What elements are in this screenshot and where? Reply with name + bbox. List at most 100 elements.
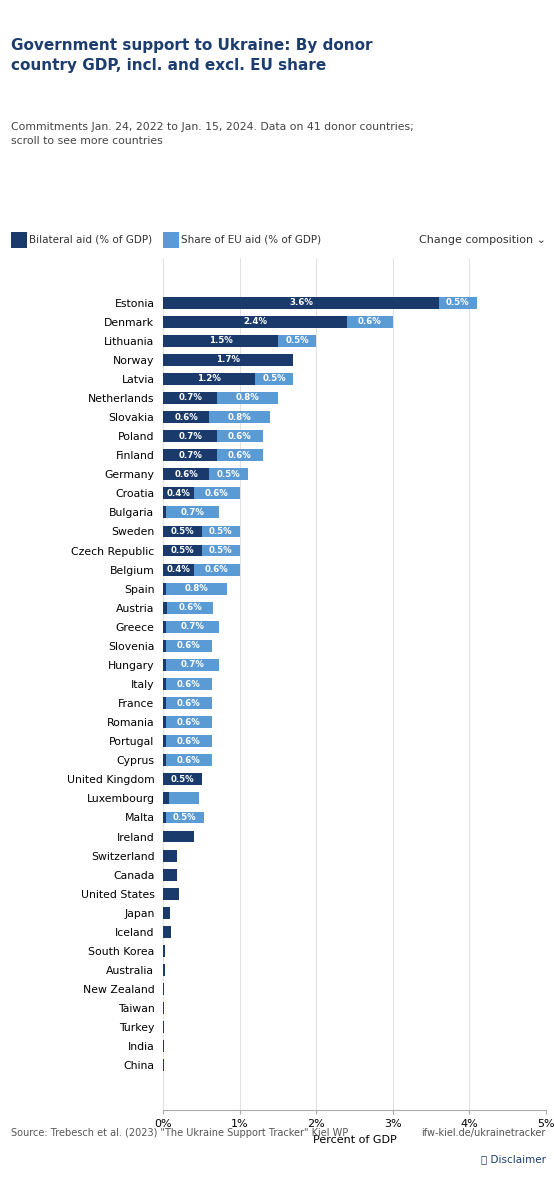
Bar [166,583,227,594]
Bar [166,755,212,766]
Text: 0.8%: 0.8% [235,394,259,402]
Text: 0.5%: 0.5% [446,298,470,307]
Text: 0.8%: 0.8% [228,413,252,421]
Bar [163,354,294,366]
Bar [163,716,166,728]
Text: 0.8%: 0.8% [184,584,208,593]
Bar [163,602,167,613]
Bar [163,545,202,557]
Bar [217,431,263,442]
Text: 0.6%: 0.6% [177,679,201,689]
Text: 3.6%: 3.6% [289,298,313,307]
Text: 0.7%: 0.7% [181,660,204,670]
Text: ifw-kiel.de/ukrainetracker: ifw-kiel.de/ukrainetracker [421,1128,546,1138]
Bar [163,431,217,442]
Text: 0.6%: 0.6% [175,469,198,479]
Text: 0.6%: 0.6% [228,432,252,440]
Text: 0.6%: 0.6% [177,718,201,727]
Text: 0.6%: 0.6% [358,317,382,326]
Bar [163,640,166,652]
Bar [347,316,393,328]
Text: Change composition ⌄: Change composition ⌄ [419,235,546,245]
Bar [163,926,171,937]
X-axis label: Percent of GDP: Percent of GDP [312,1134,397,1145]
Bar [166,640,212,652]
Text: 1.2%: 1.2% [197,374,221,384]
Bar [167,602,213,613]
Text: 0.7%: 0.7% [181,508,204,517]
Text: 1.5%: 1.5% [209,336,233,346]
Text: 0.6%: 0.6% [177,737,201,745]
Bar [163,830,194,842]
Bar [217,449,263,461]
Bar [278,335,316,347]
Bar [166,506,219,518]
Bar [163,869,177,881]
Text: 2.4%: 2.4% [243,317,267,326]
Text: 0.6%: 0.6% [228,451,252,460]
Bar [166,716,212,728]
Bar [209,412,270,422]
Text: 1.7%: 1.7% [217,355,240,365]
Text: 0.4%: 0.4% [167,565,191,574]
Text: Share of EU aid (% of GDP): Share of EU aid (% of GDP) [181,235,321,245]
Bar [163,946,165,956]
Bar [163,449,217,461]
Bar [163,736,166,748]
Text: 0.5%: 0.5% [173,812,197,822]
Bar [163,678,166,690]
Text: 0.5%: 0.5% [217,469,240,479]
Bar [163,564,194,576]
Text: 0.6%: 0.6% [177,698,201,708]
Bar [202,526,240,538]
Text: Government support to Ukraine: By donor
country GDP, incl. and excl. EU share: Government support to Ukraine: By donor … [11,38,373,72]
Bar [169,792,199,804]
Bar [163,755,166,766]
Bar [439,296,477,308]
Bar [166,736,212,748]
Bar [166,811,204,823]
Text: 0.7%: 0.7% [178,451,202,460]
Bar [163,964,165,976]
Text: 0.5%: 0.5% [209,527,233,536]
Text: Commitments Jan. 24, 2022 to Jan. 15, 2024. Data on 41 donor countries;
scroll t: Commitments Jan. 24, 2022 to Jan. 15, 20… [11,122,414,145]
Bar [255,373,294,385]
Bar [163,774,202,785]
Text: 0.5%: 0.5% [263,374,286,384]
Text: 0.6%: 0.6% [175,413,198,421]
Bar [194,564,240,576]
Bar [163,907,170,919]
Bar [163,506,166,518]
Bar [163,316,347,328]
Bar [209,468,248,480]
Bar [163,888,179,900]
Bar [163,792,169,804]
Text: 0.5%: 0.5% [171,527,194,536]
Text: 0.5%: 0.5% [285,336,309,346]
Bar [166,678,212,690]
Text: 0.7%: 0.7% [178,432,202,440]
Text: 0.4%: 0.4% [167,488,191,498]
Text: ⓘ Disclaimer: ⓘ Disclaimer [481,1154,546,1164]
Text: 0.6%: 0.6% [177,641,201,650]
Text: 0.6%: 0.6% [178,604,202,612]
Bar [202,545,240,557]
Bar [163,468,209,480]
Text: 0.6%: 0.6% [205,565,229,574]
Text: 0.5%: 0.5% [209,546,233,556]
Text: 0.6%: 0.6% [205,488,229,498]
Text: 0.7%: 0.7% [178,394,202,402]
Bar [163,811,166,823]
Text: 0.5%: 0.5% [171,775,194,784]
Text: Source: Trebesch et al. (2023) "The Ukraine Support Tracker" Kiel WP: Source: Trebesch et al. (2023) "The Ukra… [11,1128,348,1138]
Bar [163,620,166,632]
Bar [217,392,278,404]
Text: 0.6%: 0.6% [177,756,201,764]
Bar [163,659,166,671]
Text: Bilateral aid (% of GDP): Bilateral aid (% of GDP) [29,235,152,245]
Bar [194,487,240,499]
Bar [163,392,217,404]
Bar [163,335,278,347]
Bar [163,296,439,308]
Text: 0.5%: 0.5% [171,546,194,556]
